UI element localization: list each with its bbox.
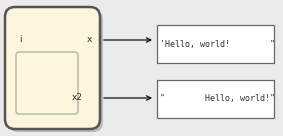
Text: x2: x2 (72, 94, 83, 103)
FancyBboxPatch shape (8, 10, 103, 132)
Text: x: x (87, 35, 92, 44)
Text: 'Hello, world!        ": 'Hello, world! " (160, 39, 275, 49)
FancyBboxPatch shape (16, 52, 78, 114)
Bar (157, 80, 274, 118)
Bar (157, 25, 274, 63)
Text: "        Hello, world!": " Hello, world!" (160, 95, 275, 103)
FancyBboxPatch shape (5, 7, 100, 129)
Text: i: i (19, 35, 22, 44)
